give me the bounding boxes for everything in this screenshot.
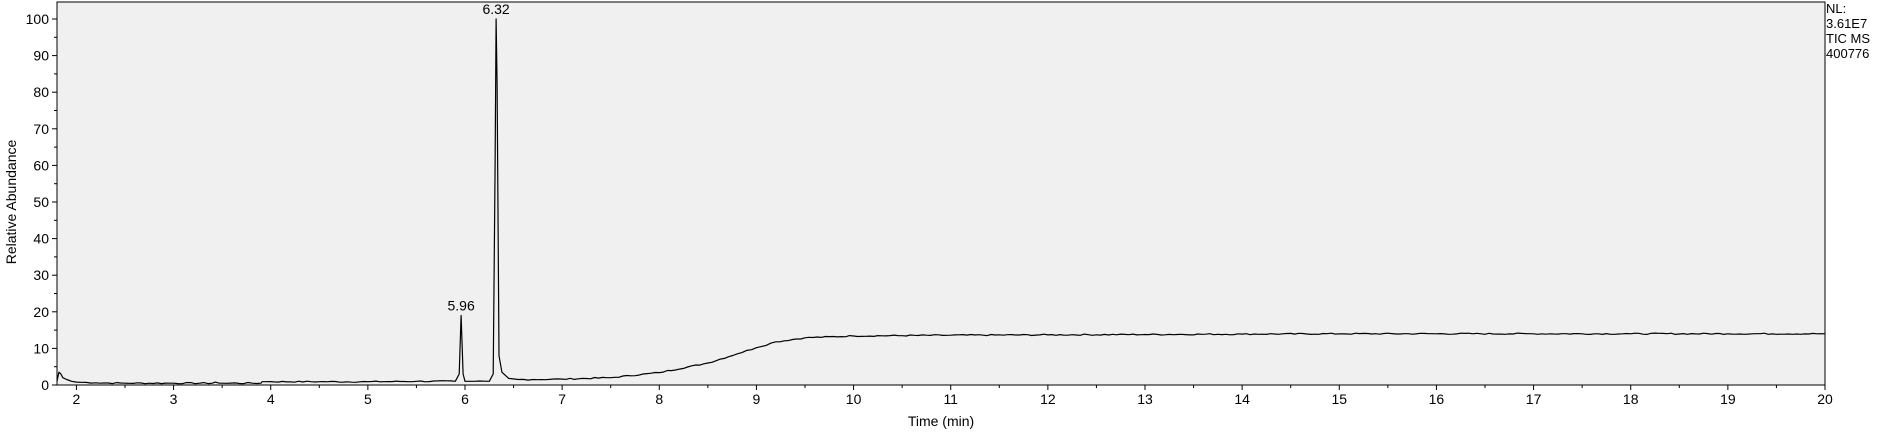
info-line: TIC MS bbox=[1826, 31, 1870, 46]
x-tick-label: 20 bbox=[1817, 391, 1833, 407]
x-axis-title: Time (min) bbox=[908, 413, 974, 429]
plot-area bbox=[56, 1, 1826, 386]
x-tick-label: 7 bbox=[558, 391, 566, 407]
x-tick-label: 11 bbox=[943, 391, 958, 407]
peak-labels: 5.96 6.32 bbox=[447, 1, 509, 313]
x-tick-label: 4 bbox=[267, 391, 275, 407]
y-tick-label: 80 bbox=[33, 84, 49, 100]
peak-label: 6.32 bbox=[482, 1, 509, 17]
info-line: 3.61E7 bbox=[1826, 16, 1867, 31]
x-tick-label: 15 bbox=[1331, 391, 1347, 407]
x-tick-label: 9 bbox=[753, 391, 761, 407]
y-tick-label: 50 bbox=[33, 194, 49, 210]
y-tick-label: 60 bbox=[33, 157, 49, 173]
x-tick-label: 13 bbox=[1137, 391, 1153, 407]
x-tick-label: 16 bbox=[1429, 391, 1445, 407]
x-tick-label: 8 bbox=[655, 391, 663, 407]
y-tick-label: 90 bbox=[33, 48, 49, 64]
y-tick-label: 10 bbox=[33, 340, 49, 356]
x-tick-label: 14 bbox=[1234, 391, 1250, 407]
x-tick-label: 6 bbox=[461, 391, 469, 407]
x-tick-label: 12 bbox=[1040, 391, 1056, 407]
x-tick-label: 3 bbox=[170, 391, 178, 407]
y-tick-label: 30 bbox=[33, 267, 49, 283]
x-tick-label: 2 bbox=[73, 391, 81, 407]
y-tick-label: 20 bbox=[33, 304, 49, 320]
y-tick-label: 40 bbox=[33, 231, 49, 247]
x-tick-label: 19 bbox=[1720, 391, 1736, 407]
x-tick-label: 5 bbox=[364, 391, 372, 407]
x-tick-label: 10 bbox=[846, 391, 862, 407]
info-line: NL: bbox=[1826, 1, 1846, 16]
axis-ticks bbox=[52, 18, 1826, 390]
chromatogram-trace bbox=[56, 18, 1826, 385]
y-axis-title: Relative Abundance bbox=[3, 140, 19, 265]
y-tick-label: 0 bbox=[41, 377, 49, 393]
y-tick-label: 70 bbox=[33, 121, 49, 137]
info-line: 400776 bbox=[1826, 46, 1869, 61]
x-tick-label: 17 bbox=[1526, 391, 1542, 407]
x-tick-label: 18 bbox=[1623, 391, 1639, 407]
axis-tick-labels: 2 3 4 5 6 7 8 9 10 11 12 13 14 15 16 17 18 19 20 0 10 20 30 40 5… bbox=[26, 11, 1833, 407]
y-tick-label: 100 bbox=[26, 11, 50, 27]
peak-label: 5.96 bbox=[447, 297, 474, 313]
